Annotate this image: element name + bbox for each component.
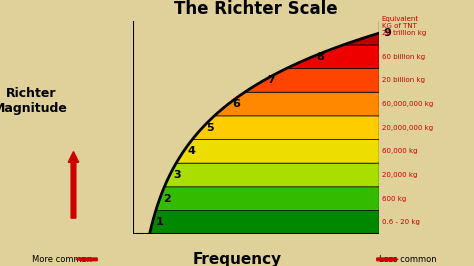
Text: Frequency: Frequency [192,252,282,266]
Text: 60,000,000 kg: 60,000,000 kg [382,101,433,107]
Text: 3: 3 [173,170,181,180]
Text: Less common: Less common [379,255,437,264]
Title: The Richter Scale: The Richter Scale [174,0,338,18]
Text: 60 billion kg: 60 billion kg [382,54,425,60]
Text: 20 billion kg: 20 billion kg [382,77,425,84]
Text: More common: More common [32,255,92,264]
Text: 4: 4 [187,146,195,156]
Text: 9: 9 [383,28,391,38]
Polygon shape [150,210,379,234]
Text: 2: 2 [164,194,171,203]
Polygon shape [192,116,379,139]
Polygon shape [164,163,379,187]
Text: 600 kg: 600 kg [382,196,406,202]
Polygon shape [214,92,379,116]
Text: 20 trillion kg: 20 trillion kg [382,30,426,36]
Text: 1: 1 [156,217,164,227]
Text: Equivalent
KG of TNT: Equivalent KG of TNT [382,16,419,29]
Text: 0.6 - 20 kg: 0.6 - 20 kg [382,219,419,225]
Polygon shape [176,139,379,163]
Polygon shape [286,45,379,69]
Polygon shape [245,69,379,92]
Text: 60,000 kg: 60,000 kg [382,148,417,154]
Text: 20,000 kg: 20,000 kg [382,172,417,178]
Polygon shape [343,21,421,45]
Text: 20,000,000 kg: 20,000,000 kg [382,125,433,131]
Text: 8: 8 [316,52,324,62]
Text: Richter
Magnitude: Richter Magnitude [0,87,68,115]
Text: 7: 7 [267,75,275,85]
Polygon shape [156,187,379,210]
Text: 5: 5 [206,123,214,133]
Text: 6: 6 [232,99,240,109]
